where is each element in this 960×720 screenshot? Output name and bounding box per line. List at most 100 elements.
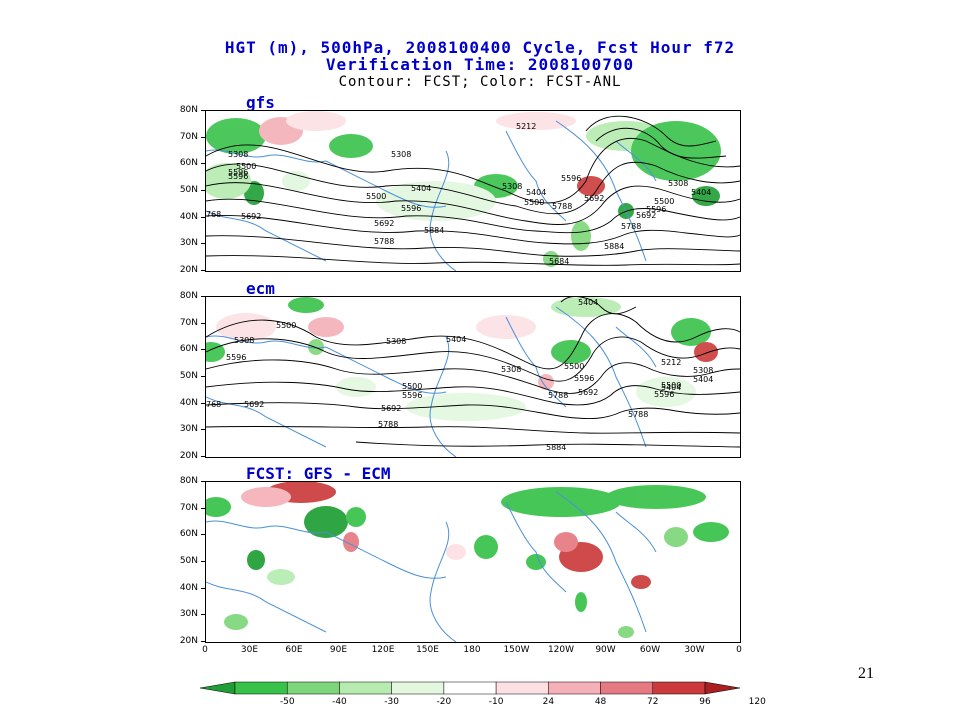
contour-label: 768 xyxy=(206,210,221,219)
panel-label-diff: FCST: GFS - ECM xyxy=(246,464,391,483)
contour-label: 768 xyxy=(206,400,221,409)
lat-tick xyxy=(201,349,205,351)
contour-label: 5404 xyxy=(578,298,598,307)
lat-label: 80N xyxy=(179,476,198,486)
lat-tick xyxy=(201,507,205,509)
contour-label: 5212 xyxy=(516,122,536,131)
contour-label: 5596 xyxy=(228,168,248,177)
contour-label: 5212 xyxy=(661,358,681,367)
colorbar-label: 72 xyxy=(647,697,659,707)
contour-label: 5788 xyxy=(628,410,648,419)
contour-label: 5692 xyxy=(244,400,264,409)
contour-label: 5684 xyxy=(549,257,569,266)
lat-label: 40N xyxy=(179,582,198,593)
colorbar-label: 24 xyxy=(542,697,555,707)
lat-tick xyxy=(201,190,205,191)
contour-label: 5788 xyxy=(548,391,568,400)
lon-label: 180 xyxy=(463,645,481,655)
lon-label: 30E xyxy=(240,645,259,655)
lon-label: 30W xyxy=(684,645,705,655)
contour-label: 5404 xyxy=(693,375,713,384)
colorbar-segment xyxy=(391,681,445,695)
map-panel-gfs: 5212 5308 5308 5500 5596 5404 5500 5596 … xyxy=(205,110,741,272)
contour-label: 5500 xyxy=(524,198,544,207)
contour-label: 5308 xyxy=(668,179,688,188)
colorbar-segment xyxy=(600,681,654,695)
colorbar-label: 120 xyxy=(748,697,766,707)
lat-tick xyxy=(201,136,205,138)
contour-label: 5596 xyxy=(226,353,246,362)
lon-label: 60E xyxy=(285,645,303,655)
lon-label: 90W xyxy=(595,645,616,655)
lat-tick xyxy=(201,534,205,536)
verification-time: Verification Time: 2008100700 xyxy=(325,55,635,74)
contour-label: 5596 xyxy=(402,391,422,400)
contour-label: 5404 xyxy=(446,335,466,344)
contour-label: 5500 xyxy=(402,382,422,391)
lon-label: 120W xyxy=(547,645,575,655)
contour-label: 5500 xyxy=(654,197,674,206)
panel-label-gfs: gfs xyxy=(246,93,275,112)
lat-label: 30N xyxy=(179,238,198,249)
colorbar-segment xyxy=(339,681,392,695)
colorbar-segment xyxy=(443,681,497,695)
colorbar-segment xyxy=(286,681,340,695)
colorbar-arrow-high xyxy=(704,681,740,695)
lon-label: 0 xyxy=(736,645,742,655)
colorbar-label: 96 xyxy=(699,697,711,707)
lat-label: 80N xyxy=(179,105,198,115)
lat-label: 60N xyxy=(179,344,198,355)
lat-label: 20N xyxy=(179,451,198,461)
lat-label: 50N xyxy=(179,185,198,195)
page-number: 21 xyxy=(858,665,874,682)
lon-label: 60W xyxy=(639,645,661,655)
colorbar-arrow-low xyxy=(200,681,236,695)
contour-label: 5596 xyxy=(228,172,248,181)
lat-tick xyxy=(201,402,205,404)
lat-label: 70N xyxy=(179,131,198,142)
contour-label: 5596 xyxy=(646,205,666,214)
colorbar-label: -20 xyxy=(436,697,452,707)
lat-label: 40N xyxy=(179,211,198,222)
lon-label: 150E xyxy=(416,645,439,655)
contour-label: 5500 xyxy=(276,321,296,330)
colorbar-segment xyxy=(548,681,601,695)
contour-label: 5788 xyxy=(621,222,641,231)
lat-tick xyxy=(201,163,205,165)
lon-label: 120E xyxy=(371,645,395,655)
lat-tick xyxy=(201,614,205,616)
lon-label: 150W xyxy=(503,645,530,655)
contour-label: 5500 xyxy=(236,162,256,171)
lat-label: 70N xyxy=(179,502,198,513)
contour-label: 5308 xyxy=(228,150,248,159)
contour-label: 5500 xyxy=(564,362,584,371)
contour-label: 5500 xyxy=(661,381,681,390)
contour-label: 5596 xyxy=(561,174,581,183)
contour-label: 5500 xyxy=(366,192,386,201)
colorbar-segment xyxy=(495,681,549,695)
lat-label: 50N xyxy=(179,556,198,566)
lat-tick xyxy=(201,322,205,324)
contour-label: 5692 xyxy=(241,212,261,221)
lat-tick xyxy=(201,110,205,111)
lat-label: 60N xyxy=(179,529,198,540)
colorbar-segment xyxy=(652,681,706,695)
lat-tick xyxy=(201,270,205,271)
lat-label: 30N xyxy=(179,424,198,435)
colorbar-segment xyxy=(234,681,288,695)
lat-label: 20N xyxy=(179,636,198,646)
lat-label: 30N xyxy=(179,609,198,620)
colorbar-label: -40 xyxy=(332,697,347,707)
contour-label: 5404 xyxy=(691,188,711,197)
contour-label: 5404 xyxy=(661,383,681,392)
lat-label: 20N xyxy=(179,265,198,275)
contour-label: 5788 xyxy=(378,420,398,429)
colorbar-label: -30 xyxy=(384,697,399,707)
contour-label: 5692 xyxy=(636,211,656,220)
contour-label: 5692 xyxy=(374,219,394,228)
contour-label: 5308 xyxy=(502,182,522,191)
lat-label: 70N xyxy=(179,317,198,328)
chart-title: HGT (m), 500hPa, 2008100400 Cycle, Fcst … xyxy=(224,38,736,57)
contour-description: Contour: FCST; Color: FCST-ANL xyxy=(338,74,622,90)
lat-tick xyxy=(201,376,205,377)
